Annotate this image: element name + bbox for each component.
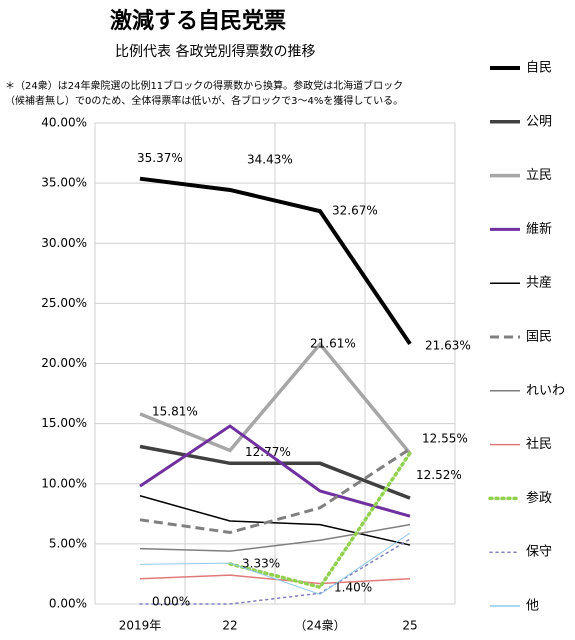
y-tick-label: 10.00% bbox=[41, 476, 87, 490]
chart-title: 激減する自民党票 bbox=[110, 8, 286, 34]
data-label: 34.43% bbox=[247, 152, 293, 166]
y-tick-label: 15.00% bbox=[41, 416, 87, 430]
data-label: 1.40% bbox=[334, 581, 372, 595]
note: （候補者無し）で0のため、全体得票率は低いが、各ブロックで3～4%を獲得している… bbox=[5, 94, 403, 107]
y-tick-label: 25.00% bbox=[41, 296, 87, 310]
legend-label: れいわ bbox=[526, 383, 565, 398]
data-label: 21.61% bbox=[310, 337, 356, 351]
legend-label: 公明 bbox=[526, 114, 552, 129]
legend-label: 維新 bbox=[526, 221, 552, 237]
note: ＊（24衆）は24年衆院選の比例11ブロックの得票数から換算。参政党は北海道ブロ… bbox=[5, 79, 403, 92]
data-label: 15.81% bbox=[152, 404, 198, 418]
legend-label: 自民 bbox=[526, 61, 552, 76]
data-label: 0.00% bbox=[152, 595, 190, 609]
x-tick-label: 2019年 bbox=[119, 619, 162, 633]
series-line bbox=[139, 447, 411, 534]
y-tick-label: 20.00% bbox=[41, 356, 87, 370]
legend-label: 立民 bbox=[526, 168, 552, 183]
x-tick-label: 25 bbox=[402, 619, 417, 633]
legend-label: 国民 bbox=[526, 330, 552, 345]
series-line bbox=[139, 424, 411, 518]
data-label: 32.67% bbox=[332, 204, 378, 218]
x-tick-label: 22 bbox=[222, 619, 237, 633]
y-tick-label: 35.00% bbox=[41, 176, 87, 190]
legend-label: 他 bbox=[526, 599, 539, 614]
legend-label: 社民 bbox=[526, 436, 552, 452]
series-line bbox=[139, 523, 411, 552]
y-tick-label: 40.00% bbox=[41, 116, 87, 130]
y-tick-label: 5.00% bbox=[49, 536, 87, 550]
series-line bbox=[139, 574, 411, 585]
series-line bbox=[139, 341, 412, 455]
legend-label: 保守 bbox=[526, 545, 552, 560]
y-tick-label: 0.00% bbox=[49, 597, 87, 611]
data-label: 21.63% bbox=[425, 338, 471, 352]
x-tick-label: （24衆） bbox=[294, 619, 345, 633]
series-line bbox=[139, 532, 411, 595]
chart-subtitle: 比例代表 各政党別得票数の推移 bbox=[115, 43, 315, 60]
data-label: 3.33% bbox=[242, 556, 280, 570]
data-label: 35.37% bbox=[137, 151, 183, 165]
y-tick-label: 30.00% bbox=[41, 236, 87, 250]
legend-label: 共産 bbox=[526, 275, 552, 291]
data-label: 12.55% bbox=[422, 432, 468, 446]
series-line bbox=[139, 176, 412, 346]
series-line bbox=[228, 451, 412, 590]
legend-label: 参政 bbox=[526, 490, 552, 506]
series-line bbox=[139, 495, 411, 546]
data-label: 12.52% bbox=[416, 468, 462, 482]
